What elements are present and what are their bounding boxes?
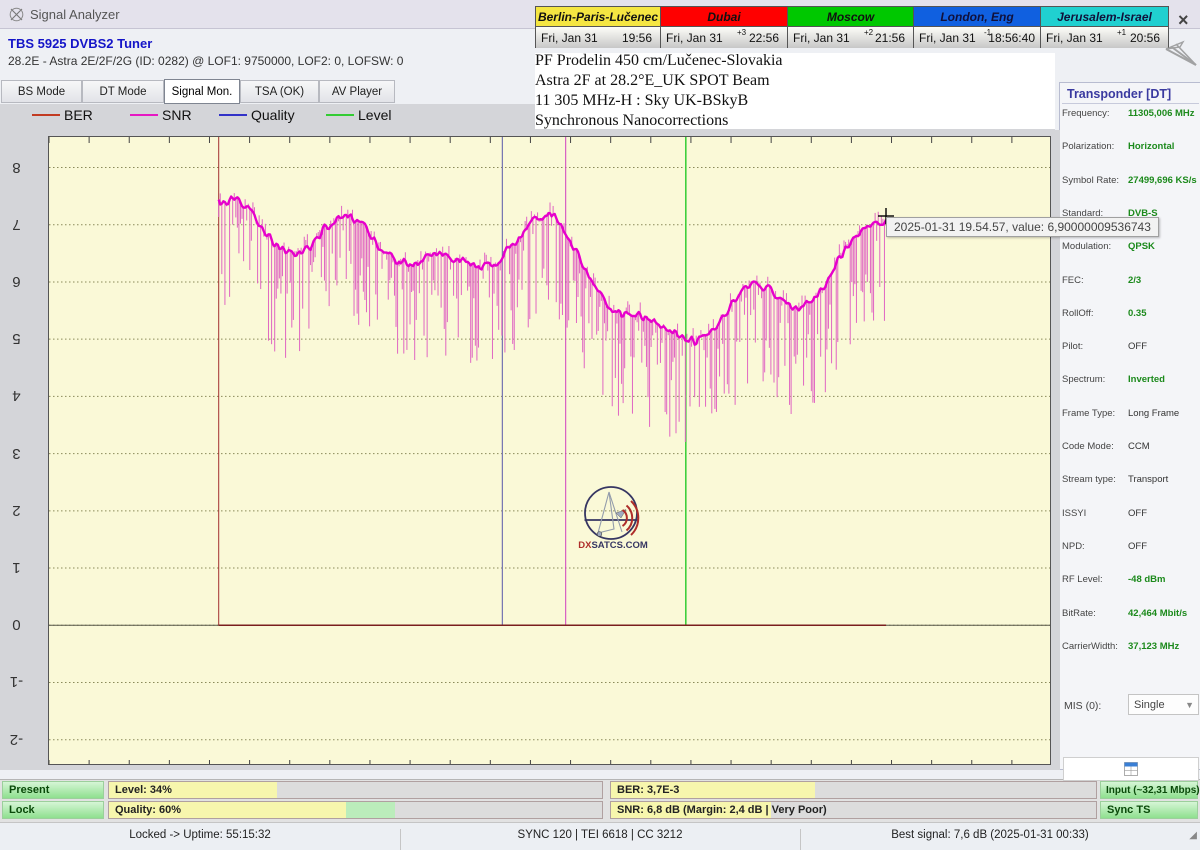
svg-text:DXSATCS.COM: DXSATCS.COM [578, 540, 648, 551]
